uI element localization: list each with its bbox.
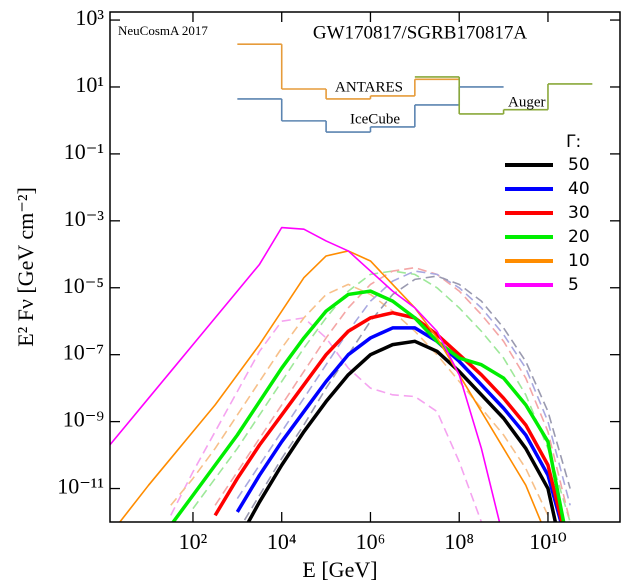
dashed-line: [242, 275, 571, 522]
legend-label: 40: [568, 179, 590, 199]
line: [246, 339, 558, 522]
x-tick-label: 10⁴: [267, 529, 297, 554]
x-tick-label: 10²: [179, 529, 208, 554]
legend-label: 20: [568, 227, 590, 247]
y-tick-label: 10¹: [75, 72, 104, 97]
y-tick-label: 10⁻¹¹: [57, 474, 104, 499]
y-tick-label: 10⁻⁵: [63, 273, 104, 298]
dashed-line: [170, 317, 483, 522]
legend-label: 5: [568, 275, 579, 295]
dashed-line: [214, 266, 571, 522]
dashed-line: [236, 270, 571, 506]
line: [171, 289, 566, 522]
y-tick-label: 10⁻³: [64, 206, 105, 231]
chart-title: GW170817/SGRB170817A: [313, 22, 528, 43]
x-tick-label: 10⁶: [356, 529, 386, 554]
x-tick-label: 10¹⁰: [529, 529, 567, 554]
x-tick-label: 10⁸: [444, 529, 474, 554]
y-tick-label: 10⁻⁹: [63, 407, 105, 432]
plot-frame: [109, 11, 621, 523]
line: [118, 250, 542, 522]
x-axis-label: E [GeV]: [302, 557, 377, 582]
legend-label: 50: [568, 155, 590, 175]
limit-label: Auger: [508, 94, 546, 110]
y-tick-label: 10⁻¹: [64, 139, 104, 164]
line: [110, 226, 501, 522]
legend-label: 30: [568, 203, 590, 223]
y-axis-label: E² Fν [GeV cm⁻²]: [13, 187, 38, 347]
annotation: NeuCosmA 2017: [118, 23, 208, 38]
y-tick-label: 10³: [75, 5, 104, 30]
dashed-line: [192, 270, 571, 522]
legend-title: Γ:: [566, 132, 581, 152]
line: [235, 326, 563, 522]
limit-label: IceCube: [350, 111, 400, 127]
legend-label: 10: [568, 251, 590, 271]
dashed-line: [170, 283, 549, 516]
limit-label: ANTARES: [335, 79, 403, 95]
y-tick-label: 10⁻⁷: [63, 340, 104, 365]
line: [213, 311, 564, 522]
plot-area: [110, 43, 593, 522]
